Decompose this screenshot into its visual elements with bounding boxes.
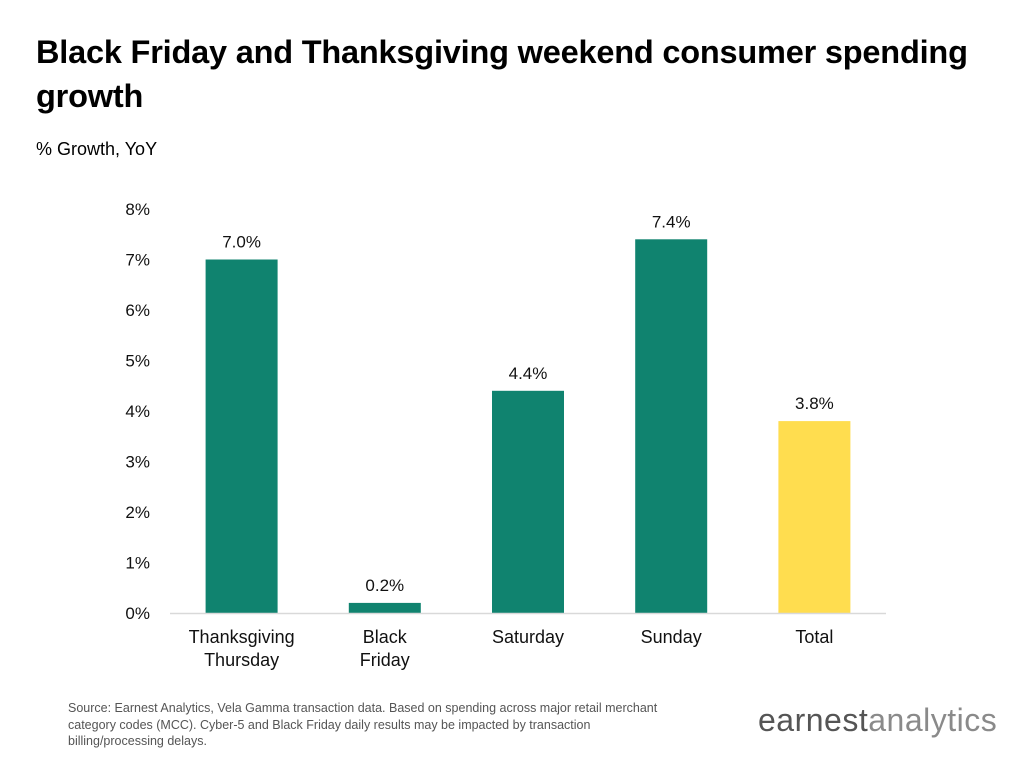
y-tick-label: 7% — [125, 251, 150, 270]
source-note: Source: Earnest Analytics, Vela Gamma tr… — [68, 701, 658, 748]
y-tick-label: 2% — [125, 503, 150, 522]
data-label: 7.4% — [652, 212, 691, 231]
data-label: 3.8% — [795, 394, 834, 413]
y-tick-label: 4% — [125, 402, 150, 421]
x-tick-label: Saturday — [492, 627, 564, 647]
x-tick-label: Thanksgiving Thursday — [189, 627, 295, 670]
logo-text-light: analytics — [868, 702, 998, 738]
y-tick-label: 6% — [125, 301, 150, 320]
earnest-analytics-logo: earnestanalytics — [758, 700, 997, 740]
data-label: 4.4% — [509, 364, 548, 383]
x-tick-label: Total — [795, 627, 833, 647]
bar-black-friday — [348, 602, 421, 613]
data-label: 0.2% — [365, 576, 404, 595]
x-axis: Thanksgiving Thursday Black Friday Saturday S… — [170, 612, 886, 670]
bar-chart: 0%1%2%3%4%5%6%7%8% 7.0%0.2%4.4%7.4%3.8% … — [125, 200, 886, 670]
data-label: 7.0% — [222, 233, 261, 252]
y-tick-label: 0% — [125, 604, 150, 623]
bar-saturday — [492, 390, 564, 613]
bar-thanksgiving-thursday — [205, 259, 278, 613]
chart-title: Black Friday and Thanksgiving weekend co… — [36, 34, 968, 114]
logo-text-bold: earnest — [758, 702, 869, 738]
y-tick-label: 5% — [125, 352, 150, 371]
x-tick-label: Sunday — [641, 627, 702, 647]
y-tick-label: 8% — [125, 200, 150, 219]
bar-total — [778, 421, 851, 613]
bar-group: 7.0% 0.2% 4.4% 7.4% 3.8% — [205, 212, 851, 614]
bar-sunday — [635, 239, 708, 614]
chart-subtitle: % Growth, YoY — [36, 139, 158, 159]
y-tick-label: 3% — [125, 453, 150, 472]
y-axis: 0% 1% 2% 3% 4% 5% 6% 7% 8% — [125, 200, 150, 623]
y-tick-label: 1% — [125, 554, 150, 573]
x-tick-label: Black Friday — [360, 627, 410, 670]
